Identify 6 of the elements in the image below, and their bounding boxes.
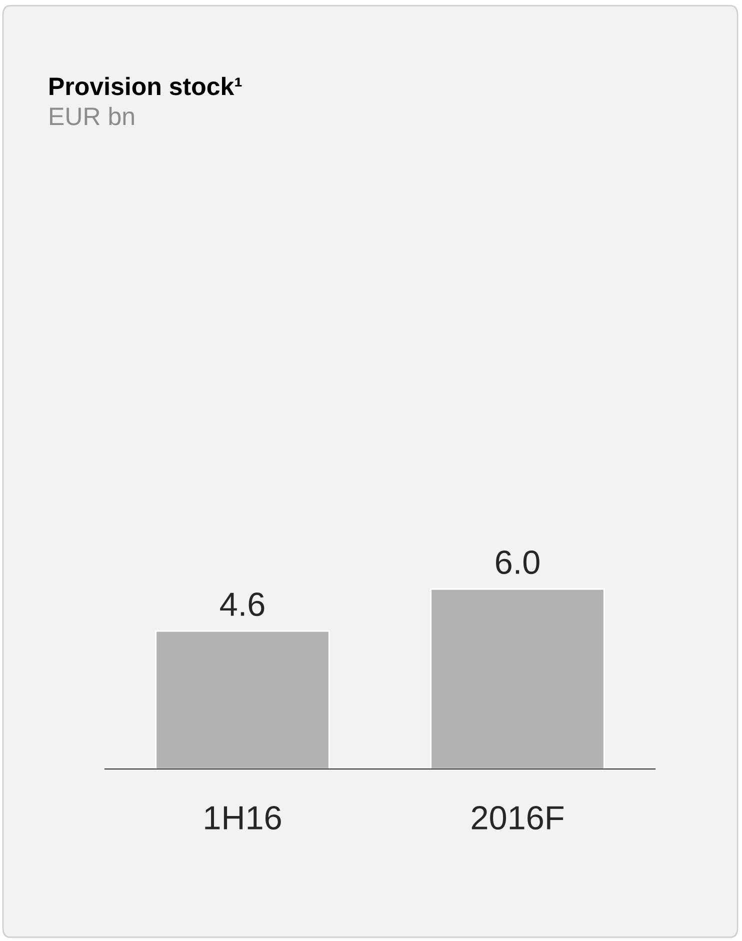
x-tick-label: 2016F: [472, 806, 564, 830]
chart-title: Provision stock¹: [50, 76, 242, 96]
chart-subtitle: EUR bn: [50, 106, 134, 126]
data-label: 6.0: [496, 550, 540, 574]
x-tick-label: 1H16: [205, 806, 281, 830]
data-label: 4.6: [220, 592, 264, 616]
